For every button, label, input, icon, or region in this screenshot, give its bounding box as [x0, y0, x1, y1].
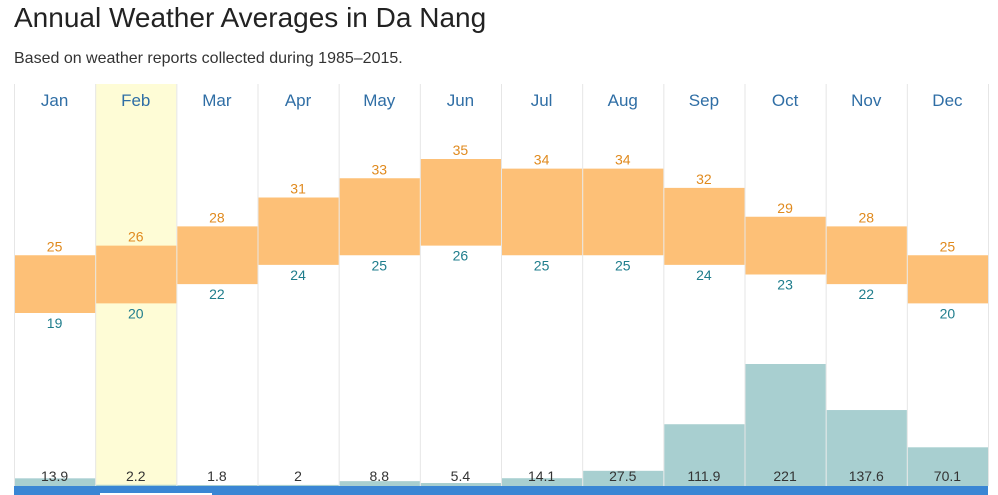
rain-label-jul: 14.1: [528, 468, 555, 484]
rain-label-jan: 13.9: [41, 468, 68, 484]
low-temp-label-apr: 24: [290, 267, 306, 283]
low-temp-label-dec: 20: [940, 305, 956, 321]
low-temp-label-oct: 23: [777, 277, 793, 293]
high-temp-label-oct: 29: [777, 200, 793, 216]
rain-bar-mar: [177, 485, 258, 486]
high-temp-label-sep: 32: [696, 171, 712, 187]
rain-bar-feb: [96, 484, 177, 486]
rain-bar-aug: [583, 470, 664, 486]
rain-label-feb: 2.2: [126, 468, 146, 484]
low-temp-label-jan: 19: [47, 315, 63, 331]
temp-band-feb: [96, 245, 177, 304]
high-temp-label-apr: 31: [290, 181, 306, 197]
rain-label-apr: 2: [294, 468, 302, 484]
month-label-nov: Nov: [851, 91, 882, 110]
temp-band-mar: [177, 226, 258, 285]
rain-label-mar: 1.8: [207, 468, 227, 484]
rain-bar-dec: [907, 447, 988, 486]
month-label-jun: Jun: [447, 91, 474, 110]
temp-band-apr: [258, 197, 339, 265]
low-temp-label-sep: 24: [696, 267, 712, 283]
high-temp-label-nov: 28: [858, 209, 874, 225]
month-label-may: May: [363, 91, 396, 110]
month-label-oct: Oct: [772, 91, 799, 110]
rain-label-jun: 5.4: [451, 468, 471, 484]
temp-band-dec: [907, 255, 988, 304]
month-label-feb: Feb: [121, 91, 150, 110]
rain-bar-nov: [826, 410, 907, 486]
rain-label-nov: 137.6: [849, 468, 884, 484]
month-label-mar: Mar: [202, 91, 232, 110]
low-temp-label-jul: 25: [534, 257, 550, 273]
low-temp-label-aug: 25: [615, 257, 631, 273]
month-label-dec: Dec: [932, 91, 963, 110]
month-label-jan: Jan: [41, 91, 68, 110]
chart-title: Annual Weather Averages in Da Nang: [14, 2, 487, 33]
rain-bar-sep: [664, 424, 745, 486]
high-temp-label-aug: 34: [615, 152, 631, 168]
rain-bar-oct: [745, 364, 826, 486]
temp-band-aug: [583, 168, 664, 256]
high-temp-label-dec: 25: [940, 238, 956, 254]
rain-label-sep: 111.9: [687, 468, 720, 484]
rain-label-aug: 27.5: [609, 468, 636, 484]
month-label-sep: Sep: [689, 91, 719, 110]
low-temp-label-jun: 26: [453, 248, 469, 264]
rain-bar-may: [339, 481, 420, 486]
high-temp-label-jun: 35: [453, 142, 469, 158]
bottom-bar-notch: [100, 493, 212, 495]
temp-band-may: [339, 178, 420, 256]
rain-bar-jun: [420, 483, 501, 486]
rain-bar-apr: [258, 484, 339, 486]
rain-label-oct: 221: [773, 468, 797, 484]
rain-label-dec: 70.1: [934, 468, 961, 484]
bottom-scroll-bar[interactable]: [14, 486, 988, 495]
temp-band-sep: [664, 187, 745, 265]
temp-band-nov: [826, 226, 907, 285]
month-label-aug: Aug: [608, 91, 638, 110]
low-temp-label-feb: 20: [128, 305, 144, 321]
rain-bar-jan: [15, 478, 96, 486]
low-temp-label-mar: 22: [209, 286, 225, 302]
high-temp-label-jan: 25: [47, 238, 63, 254]
rain-label-may: 8.8: [370, 468, 390, 484]
temp-band-jul: [502, 168, 583, 256]
low-temp-label-nov: 22: [858, 286, 874, 302]
temp-band-jun: [420, 159, 501, 246]
low-temp-label-may: 25: [371, 257, 387, 273]
chart-subtitle: Based on weather reports collected durin…: [14, 50, 403, 67]
month-label-apr: Apr: [285, 91, 312, 110]
high-temp-label-jul: 34: [534, 152, 550, 168]
month-label-jul: Jul: [531, 91, 553, 110]
high-temp-label-mar: 28: [209, 209, 225, 225]
rain-bar-jul: [502, 478, 583, 486]
high-temp-label-feb: 26: [128, 229, 144, 245]
temp-band-oct: [745, 216, 826, 275]
temp-band-jan: [15, 255, 96, 313]
high-temp-label-may: 33: [371, 161, 387, 177]
